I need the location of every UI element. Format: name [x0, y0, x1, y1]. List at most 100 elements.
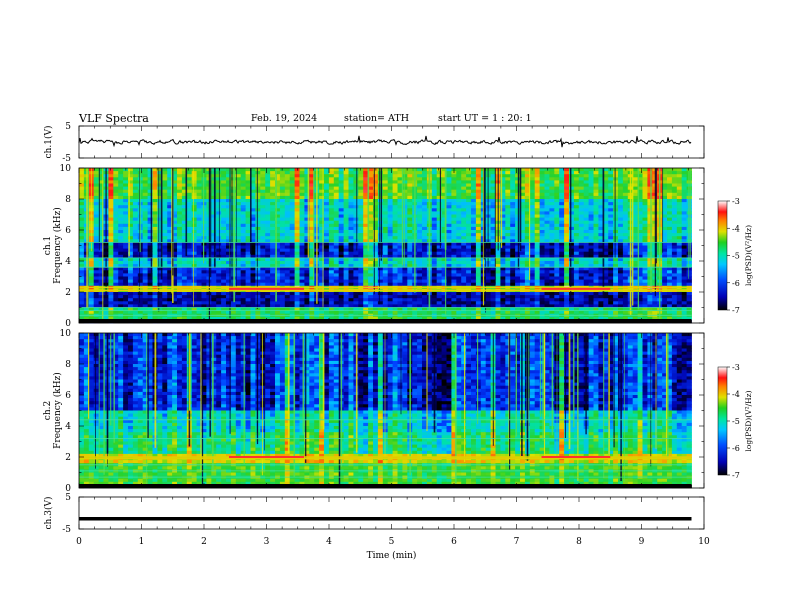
spectrogram-cell	[191, 254, 197, 259]
spectrogram-cell	[181, 236, 188, 240]
spectrogram-cell	[343, 223, 349, 228]
spectrogram-cell	[588, 251, 594, 256]
spectrogram-cell	[397, 242, 403, 246]
spectrogram-cell	[431, 230, 438, 234]
spectrogram-cell	[608, 180, 614, 184]
spectrogram-cell	[578, 217, 585, 222]
spectrogram-cell	[348, 199, 354, 203]
spectrogram-cell	[338, 177, 344, 181]
spectrogram-cell	[333, 220, 340, 225]
spectrogram-cell	[304, 202, 310, 206]
spectrogram-cell	[451, 199, 457, 203]
spectrogram-cell	[265, 276, 271, 280]
spectrogram-cell	[603, 202, 609, 206]
spectrogram-cell	[368, 282, 374, 287]
spectrogram-cell	[373, 177, 379, 181]
spectrogram-cell	[564, 202, 570, 206]
spectrogram-cell	[93, 226, 99, 231]
spectrogram-cell	[505, 248, 511, 253]
spectrogram-cell	[299, 214, 305, 218]
spectrogram-cell	[324, 183, 330, 187]
spectrogram-cell	[270, 261, 276, 265]
spectrogram-cell	[451, 189, 457, 194]
spectrogram-cell	[520, 208, 526, 212]
spectrogram-cell	[132, 279, 139, 284]
spectrogram-cell	[137, 264, 144, 268]
spectrogram-cell	[279, 257, 286, 262]
spectrogram-cell	[123, 183, 129, 187]
spectrogram-cell	[333, 180, 340, 184]
spectrogram-cell	[676, 177, 683, 181]
spectrogram-cell	[333, 217, 340, 222]
spectrogram-cell	[686, 208, 692, 212]
spectrogram-cell	[524, 276, 531, 280]
spectrogram-cell	[191, 251, 197, 256]
spectrogram-cell	[245, 239, 251, 243]
spectrogram-cell	[544, 233, 550, 237]
spectrogram-cell	[578, 195, 585, 200]
spectrogram-cell	[157, 248, 163, 253]
spectrogram-cell	[275, 267, 281, 271]
spectrogram-cell	[113, 171, 119, 175]
spectrogram-cell	[250, 202, 256, 206]
spectrogram-cell	[524, 245, 531, 249]
spectrogram-cell	[593, 192, 599, 197]
spectrogram-cell	[245, 208, 251, 212]
spectrogram-cell	[368, 257, 374, 262]
spectrogram-cell	[392, 208, 398, 212]
spectrogram-cell	[186, 205, 193, 209]
spectrogram-cell	[196, 226, 202, 231]
spectrogram-cell	[431, 220, 438, 225]
spectrogram-cell	[471, 245, 477, 249]
spectrogram-cell	[671, 205, 678, 209]
spectrogram-cell	[363, 245, 369, 249]
spectrogram-cell	[260, 171, 266, 175]
spectrogram-cell	[333, 205, 340, 209]
spectrogram-cell	[162, 282, 168, 287]
spectrogram-cell	[475, 199, 482, 203]
spectrogram-cell	[255, 183, 261, 187]
spectrogram-cell	[422, 168, 428, 172]
spectrogram-cell	[226, 248, 232, 253]
spectrogram-cell	[588, 186, 594, 191]
spectrogram-cell	[353, 230, 359, 234]
spectrogram-cell	[608, 276, 614, 280]
spectrogram-cell	[534, 276, 540, 280]
spectrogram-cell	[216, 186, 222, 191]
spectrogram-cell	[382, 223, 389, 228]
spectrogram-cell	[588, 270, 594, 274]
spectrogram-cell	[172, 236, 178, 240]
spectrogram-cell	[475, 189, 482, 194]
spectrogram-cell	[196, 242, 202, 246]
spectrogram-cell	[461, 245, 467, 249]
spectrogram-cell	[235, 251, 242, 256]
spectrogram-cell	[299, 186, 305, 191]
spectrogram-cell	[216, 270, 222, 274]
spectrogram-cell	[147, 183, 153, 187]
spectrogram-cell	[358, 257, 364, 262]
spectrogram-cell	[520, 282, 526, 287]
spectrogram-cell	[142, 248, 148, 253]
spectrogram-cell	[279, 174, 286, 178]
spectrogram-cell	[436, 208, 442, 212]
spectrogram-cell	[417, 205, 423, 209]
spectrogram-cell	[632, 239, 638, 243]
spectrogram-cell	[353, 174, 359, 178]
spectrogram-cell	[446, 261, 452, 265]
spectrogram-cell	[583, 279, 589, 284]
spectrogram-cell	[177, 273, 183, 277]
spectrogram-cell	[353, 220, 359, 225]
spectrogram-cell	[358, 180, 364, 184]
spectrogram-cell	[578, 254, 585, 259]
spectrogram-cell	[676, 251, 683, 256]
spectrogram-cell	[191, 226, 197, 231]
spectrogram-cell	[461, 251, 467, 256]
spectrogram-cell	[196, 220, 202, 225]
spectrogram-cell	[387, 254, 393, 259]
spectrogram-cell	[353, 180, 359, 184]
spectrogram-cell	[279, 230, 286, 234]
spectrogram-cell	[353, 233, 359, 237]
spectrogram-cell	[618, 242, 624, 246]
spectrogram-cell	[632, 186, 638, 191]
spectrogram-cell	[642, 251, 648, 256]
